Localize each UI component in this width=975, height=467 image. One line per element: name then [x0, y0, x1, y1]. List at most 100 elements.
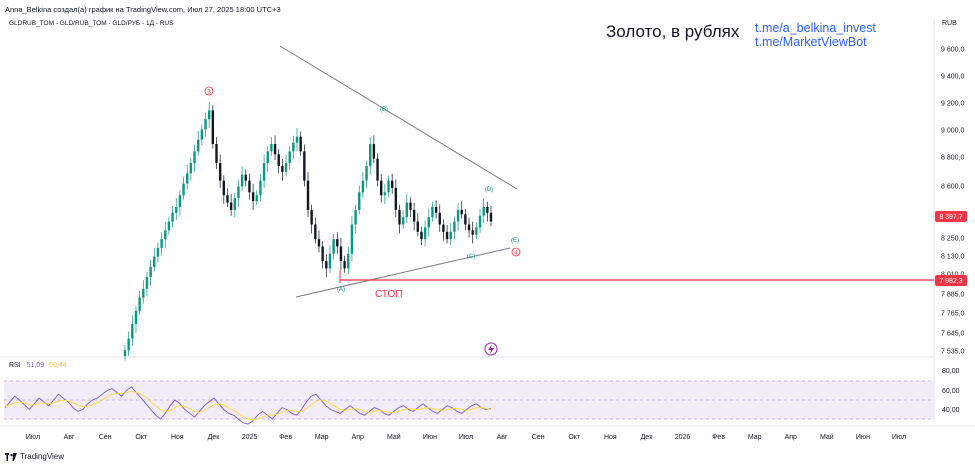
candle	[273, 135, 277, 161]
time-tick-label: Май	[820, 433, 834, 441]
time-tick-label: Ноя	[604, 434, 617, 441]
price-tick-label: 8 600,0	[941, 184, 964, 191]
candle	[299, 131, 302, 156]
time-tick-label: Дек	[208, 434, 221, 441]
time-tick-label: Авг	[497, 434, 508, 441]
candle	[347, 246, 350, 275]
candle	[211, 105, 215, 149]
candle	[123, 345, 127, 361]
rsi-line	[4, 386, 492, 425]
lightning-icon[interactable]	[484, 342, 498, 356]
headline: Золото, в рублях	[606, 22, 740, 41]
wave-label-e[interactable]: (E)	[511, 238, 519, 244]
candle	[427, 208, 430, 237]
wave-label-a[interactable]: (A)	[337, 287, 345, 293]
footer-brand: TradingView	[5, 452, 64, 461]
candle	[336, 232, 339, 254]
candle	[277, 149, 280, 174]
candle	[295, 128, 299, 152]
price-tick-label: 7 535,0	[941, 349, 964, 356]
candle	[303, 144, 306, 187]
candle	[449, 223, 452, 245]
candle	[237, 179, 240, 207]
wave-label-3[interactable]: 3	[204, 86, 214, 96]
candle	[178, 190, 182, 216]
candle	[189, 157, 193, 181]
candle	[380, 173, 383, 203]
time-tick-label: Июн	[423, 434, 437, 441]
rsi-tick-80: 80,00	[942, 368, 960, 375]
wave-label-b[interactable]: (B)	[380, 107, 388, 113]
candle	[182, 176, 185, 200]
wave-label-4[interactable]: 4	[511, 247, 521, 257]
rsi-ma-line	[4, 390, 492, 421]
rsi-legend-ma-value: 50,44	[49, 362, 67, 369]
candle	[262, 154, 266, 188]
time-tick-label: 2026	[675, 434, 691, 441]
candle	[416, 212, 419, 237]
time-tick-label: Фев	[712, 434, 725, 441]
candle	[478, 208, 482, 234]
candle	[259, 173, 262, 202]
candle	[372, 135, 376, 164]
stop-label: СТОП	[375, 289, 403, 300]
link-telegram-belkina[interactable]: t.me/a_belkina_invest	[755, 21, 876, 35]
wave-label-d[interactable]: (D)	[485, 187, 493, 193]
time-tick-label: Сен	[532, 434, 545, 441]
rsi-tick-40: 40,00	[942, 407, 960, 414]
svg-text:4: 4	[514, 251, 518, 257]
candle	[251, 183, 255, 210]
candle	[489, 205, 493, 226]
candle	[456, 202, 460, 231]
triangle-upper-trendline[interactable]	[279, 45, 518, 190]
candle	[218, 154, 222, 188]
candle	[145, 272, 149, 297]
time-tick-label: Фев	[279, 434, 292, 441]
candle	[175, 198, 178, 221]
candle	[328, 245, 332, 273]
candle	[354, 204, 357, 234]
candle	[207, 101, 211, 128]
candle	[482, 198, 485, 224]
wave-label-c[interactable]: (C)	[467, 254, 475, 260]
price-tick-label: 8 250,0	[941, 236, 964, 243]
candle	[204, 112, 207, 137]
candle	[160, 232, 163, 256]
candle	[412, 202, 416, 231]
tradingview-logo-icon	[5, 452, 17, 461]
link-telegram-marketviewbot[interactable]: t.me/MarketViewBot	[755, 35, 867, 49]
candle	[186, 164, 189, 190]
candlestick-series	[123, 101, 493, 361]
candle	[442, 219, 445, 241]
candle	[240, 166, 244, 191]
time-tick-label: Окт	[135, 434, 148, 441]
candle	[281, 159, 284, 181]
candle	[332, 234, 335, 260]
candle	[244, 169, 247, 187]
candle	[398, 204, 401, 234]
candle	[149, 260, 152, 286]
symbol-line: GLDRUB_TOM - GLD/RUB_TOM - GLD/РУБ - 1Д …	[9, 20, 174, 27]
candle	[233, 193, 236, 218]
svg-text:3: 3	[207, 90, 211, 96]
price-tick-label: 9 400,0	[941, 74, 964, 81]
price-tick-label: 8 130,0	[941, 254, 964, 261]
triangle-lower-trendline[interactable]	[295, 247, 511, 298]
candle	[434, 200, 438, 219]
candle	[467, 217, 471, 238]
current-price-tag: 8 397,7	[935, 211, 967, 222]
candle	[200, 124, 204, 146]
rsi-legend-name: RSI	[9, 362, 21, 369]
candle	[167, 216, 171, 235]
author-line: Anna_Belkina создал(а) график на Trading…	[5, 5, 281, 14]
price-tick-label: 9 000,0	[941, 128, 964, 135]
time-tick-label: Ноя	[171, 434, 184, 441]
candle	[471, 221, 474, 244]
candle	[266, 146, 269, 172]
candle	[445, 224, 449, 244]
time-tick-label: Сен	[99, 434, 112, 441]
currency-label: RUB	[942, 20, 957, 27]
candle	[127, 331, 130, 357]
candle	[383, 183, 387, 205]
